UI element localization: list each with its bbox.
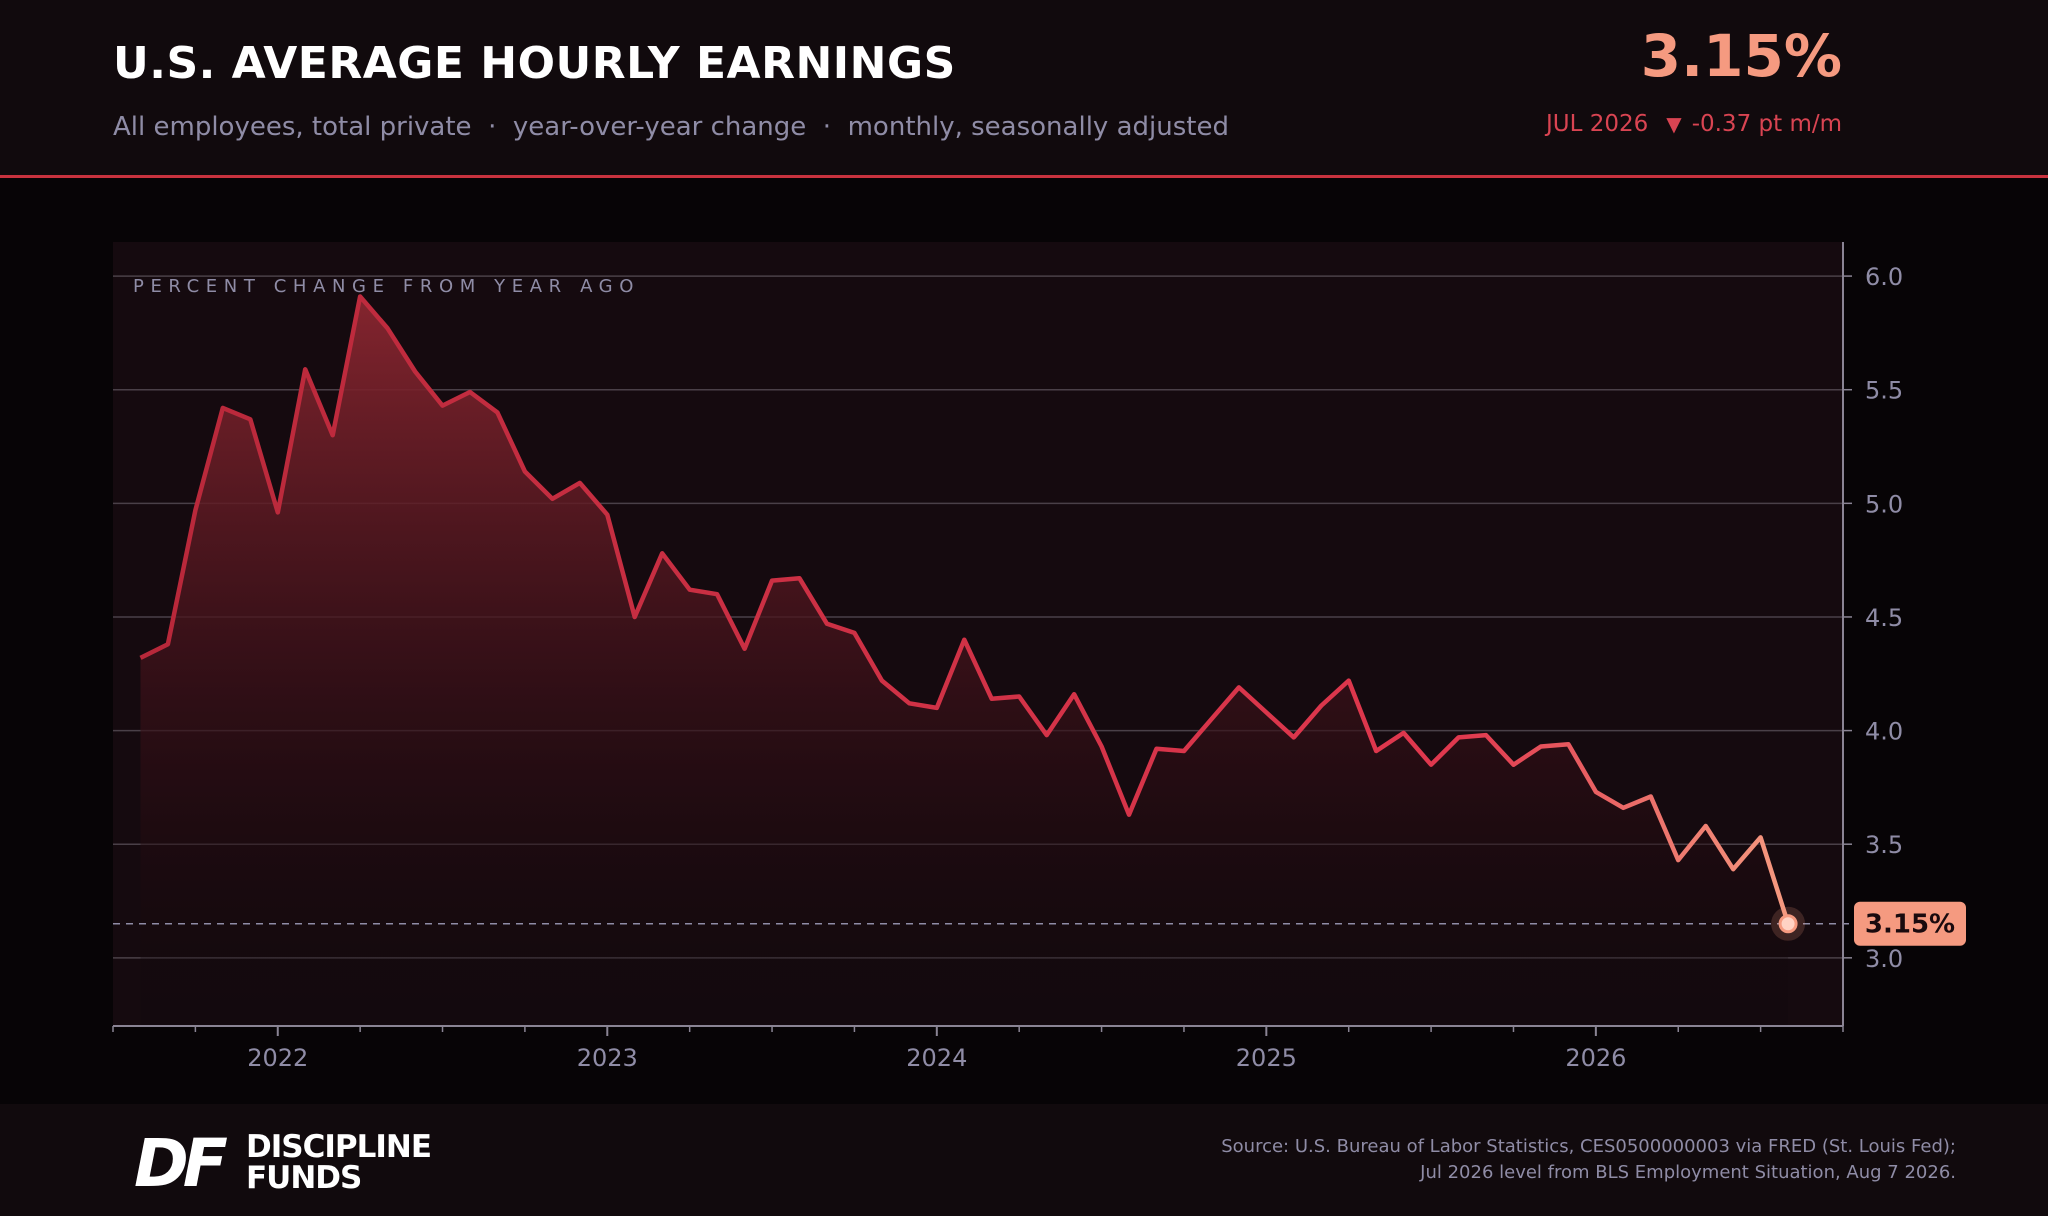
data-point [1731, 867, 1736, 872]
data-point [193, 508, 198, 513]
data-point [632, 615, 637, 620]
y-tick-label: 6.0 [1865, 263, 1903, 291]
data-point [248, 417, 253, 422]
data-point [1346, 678, 1351, 683]
headline-value: 3.15% [1640, 22, 1842, 90]
data-point [962, 637, 967, 642]
data-point [166, 642, 171, 647]
period-label: JUL 2026 [1546, 111, 1649, 137]
data-point [550, 496, 555, 501]
logo-text-line1: DISCIPLINE [246, 1130, 431, 1165]
latest-value-label: 3.15% [1865, 910, 1955, 940]
data-point [1072, 692, 1077, 697]
data-point [797, 576, 802, 581]
change-value: -0.37 pt m/m [1691, 111, 1842, 137]
data-point [742, 646, 747, 651]
data-point [1291, 735, 1296, 740]
data-point [770, 578, 775, 583]
data-point [385, 326, 390, 331]
data-point [825, 621, 830, 626]
data-point [687, 587, 692, 592]
data-point [1374, 749, 1379, 754]
y-tick-label: 4.5 [1865, 604, 1903, 632]
discipline-funds-logo: DF DISCIPLINE FUNDS [134, 1130, 432, 1190]
x-tick-label: 2024 [906, 1044, 967, 1072]
data-point [934, 706, 939, 711]
x-tick-label: 2022 [247, 1044, 308, 1072]
axes: 3.0 3.5 4.0 4.5 5.0 5.5 6.0 2022 2023 2024 2025 202… [112, 242, 1903, 1072]
header: U.S. AVERAGE HOURLY EARNINGS All employe… [0, 0, 2048, 178]
data-point [1099, 744, 1104, 749]
data-point [1154, 746, 1159, 751]
source-line-2: Jul 2026 level from BLS Employment Situa… [1420, 1162, 1956, 1183]
page-subtitle: All employees, total private · year-over… [113, 112, 1229, 142]
data-point [577, 481, 582, 486]
data-point [303, 367, 308, 372]
earnings-chart: 3.0 3.5 4.0 4.5 5.0 5.5 6.0 2022 2023 2024 2025 202… [112, 242, 1966, 1072]
footer: DF DISCIPLINE FUNDS Source: U.S. Bureau … [0, 1104, 2048, 1216]
down-arrow-icon: ▼ [1666, 112, 1682, 136]
data-point [440, 403, 445, 408]
data-point [1703, 824, 1708, 829]
y-tick-label: 5.0 [1865, 490, 1903, 518]
x-tick-label: 2025 [1236, 1044, 1297, 1072]
y-tick-label: 3.5 [1865, 831, 1903, 859]
source-line-1: Source: U.S. Bureau of Labor Statistics,… [1221, 1136, 1956, 1157]
data-point [1127, 812, 1132, 817]
data-point [1237, 685, 1242, 690]
data-point [1484, 733, 1489, 738]
data-point [715, 592, 720, 597]
data-point [1264, 710, 1269, 715]
data-point [330, 433, 335, 438]
y-tick-label: 4.0 [1865, 718, 1903, 746]
change-summary: JUL 2026 ▼ -0.37 pt m/m [1546, 111, 1842, 137]
y-tick-label: 3.0 [1865, 945, 1903, 973]
data-point [1044, 733, 1049, 738]
data-point [605, 512, 610, 517]
data-point [1209, 717, 1214, 722]
x-tick-label: 2023 [577, 1044, 638, 1072]
data-point [275, 510, 280, 515]
data-point [523, 469, 528, 474]
data-point [1758, 835, 1763, 840]
latest-value-badge [1854, 901, 1966, 946]
y-axis-label: PERCENT CHANGE FROM YEAR AGO [133, 276, 640, 297]
data-point [1401, 731, 1406, 736]
y-tick-label: 5.5 [1865, 377, 1903, 405]
data-point [1182, 749, 1187, 754]
series-line [139, 294, 1791, 925]
latest-point [1778, 914, 1798, 934]
data-point [1566, 742, 1571, 747]
data-point [1017, 694, 1022, 699]
data-point [1456, 735, 1461, 740]
data-point [1621, 805, 1626, 810]
page-title: U.S. AVERAGE HOURLY EARNINGS [113, 38, 956, 89]
data-point [989, 696, 994, 701]
data-point [660, 551, 665, 556]
x-tick-label: 2026 [1565, 1044, 1626, 1072]
logo-text-line2: FUNDS [246, 1160, 361, 1190]
data-point [1429, 762, 1434, 767]
logo-mark: DF [134, 1130, 228, 1190]
data-point [1539, 744, 1544, 749]
data-point [1676, 858, 1681, 863]
data-point [1319, 703, 1324, 708]
data-point [220, 406, 225, 411]
area-fill [140, 296, 1789, 1026]
data-point [413, 369, 418, 374]
chart-area: 3.0 3.5 4.0 4.5 5.0 5.5 6.0 2022 2023 2024 2025 202… [0, 178, 2048, 1104]
data-point [1511, 762, 1516, 767]
source-note: Source: U.S. Bureau of Labor Statistics,… [1221, 1134, 1956, 1186]
data-point [1594, 790, 1599, 795]
data-point [495, 410, 500, 415]
data-point [852, 631, 857, 636]
data-point [907, 701, 912, 706]
data-point [468, 390, 473, 395]
data-point [138, 656, 143, 661]
data-point [1648, 794, 1653, 799]
data-point [880, 678, 885, 683]
